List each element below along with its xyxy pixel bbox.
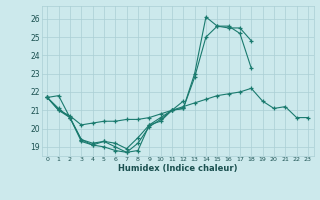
X-axis label: Humidex (Indice chaleur): Humidex (Indice chaleur)	[118, 164, 237, 173]
